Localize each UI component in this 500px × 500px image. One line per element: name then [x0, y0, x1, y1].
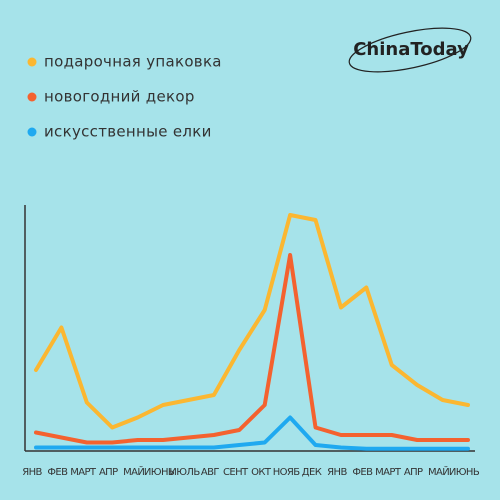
legend-label: искусственные елки — [44, 123, 212, 141]
x-tick-label: ДЕК — [302, 467, 322, 478]
x-tick-label: ФЕВ — [47, 467, 68, 478]
legend-marker — [27, 57, 37, 67]
line-series — [34, 415, 470, 451]
x-tick-label: ИЮЛЬ — [169, 467, 200, 478]
x-tick-label: НОЯБ — [273, 467, 301, 478]
x-tick-label: МАЙ — [123, 465, 144, 478]
x-tick-label: СЕНТ — [223, 467, 249, 478]
x-tick-label: АПР — [99, 467, 118, 478]
x-tick-label: ФЕВ — [352, 467, 373, 478]
x-tick-label: МАРТ — [70, 467, 97, 478]
x-tick-label: ЯНВ — [327, 467, 347, 478]
x-tick-label: МАЙ — [428, 465, 449, 478]
x-tick-label: ОКТ — [251, 467, 272, 478]
x-tick-label: ИЮНЬ — [144, 467, 175, 478]
x-tick-label: ИЮНЬ — [449, 467, 480, 478]
x-tick-label: АВГ — [201, 467, 220, 478]
legend-label: новогодний декор — [44, 88, 195, 106]
logo-swoosh — [348, 27, 472, 73]
legend-marker — [27, 127, 37, 137]
x-tick-label: МАРТ — [375, 467, 402, 478]
legend-marker — [27, 92, 37, 102]
line-series — [34, 213, 470, 430]
logo: ChinaToday — [353, 39, 469, 60]
line-series — [34, 253, 470, 445]
x-tick-label: АПР — [404, 467, 423, 478]
legend-label: подарочная упаковка — [44, 53, 222, 71]
x-tick-label: ЯНВ — [22, 467, 42, 478]
